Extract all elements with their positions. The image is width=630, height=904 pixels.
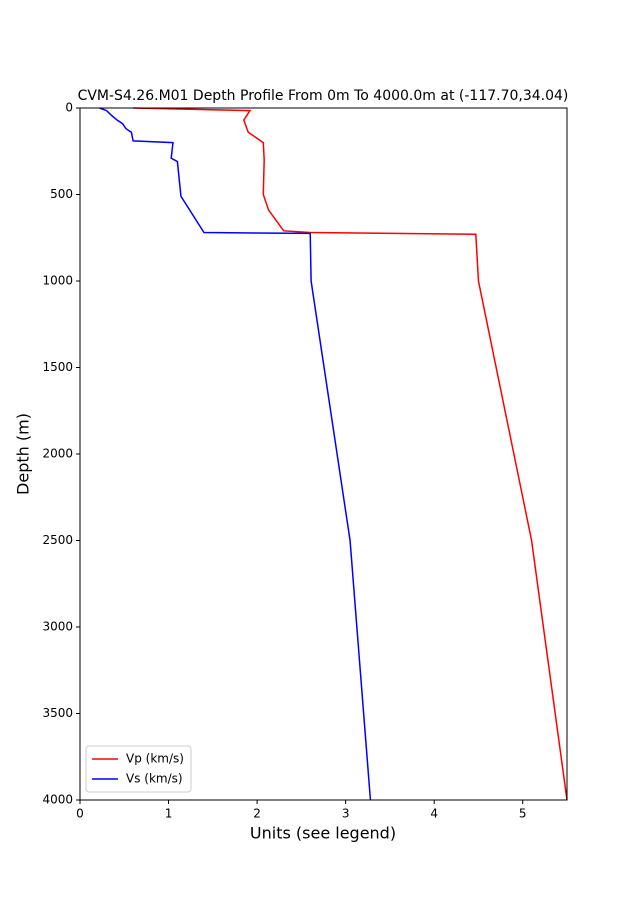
- y-tick-label: 0: [65, 101, 73, 115]
- x-tick-label: 0: [76, 807, 84, 821]
- y-tick-label: 1000: [42, 274, 73, 288]
- x-tick-label: 2: [253, 807, 261, 821]
- legend-box: [85, 745, 192, 793]
- y-tick-label: 1500: [42, 360, 73, 374]
- y-tick-label: 3500: [42, 706, 73, 720]
- y-tick-label: 3000: [42, 620, 73, 634]
- y-tick-label: 2500: [42, 533, 73, 547]
- x-axis-label: Units (see legend): [250, 824, 396, 843]
- x-tick-label: 5: [519, 807, 527, 821]
- y-axis-label: Depth (m): [14, 413, 33, 495]
- line-series: [133, 107, 568, 801]
- x-tick-label: 3: [342, 807, 350, 821]
- x-tick-label: 4: [430, 807, 438, 821]
- chart-title: CVM-S4.26.M01 Depth Profile From 0m To 4…: [78, 88, 569, 104]
- y-tick-label: 500: [50, 187, 73, 201]
- y-tick-label: 2000: [42, 447, 73, 461]
- x-tick-label: 1: [165, 807, 173, 821]
- plot-frame: [79, 107, 568, 801]
- line-series: [99, 107, 372, 801]
- legend-label: Vs (km/s): [126, 772, 183, 786]
- y-tick-label: 4000: [42, 793, 73, 807]
- legend-label: Vp (km/s): [126, 752, 184, 766]
